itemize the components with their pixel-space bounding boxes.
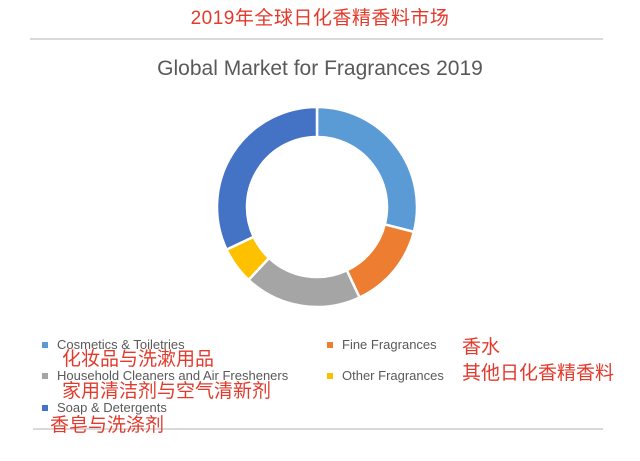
annotation-fine-cn: 香水 [462,337,501,358]
page-title: 2019年全球日化香精香料市场 [190,8,450,29]
annotation-other-cn: 其他日化香精香料 [462,363,615,384]
legend-item-soap: Soap & Detergents [42,400,167,416]
chart-title: Global Market for Fragrances 2019 [157,57,483,80]
legend-item-other: Other Fragrances [327,368,444,384]
donut-segment-household-cleaners-and-air-fresheners [247,256,361,309]
legend-item-fine: Fine Fragrances [327,337,437,353]
legend-marker-soap [42,405,48,411]
legend-label: Fine Fragrances [342,337,437,352]
annotation-cosmetics-cn: 化妆品与洗漱用品 [62,349,215,370]
legend-marker-fine [327,342,333,348]
legend-marker-household [42,373,48,379]
legend-item-household: Household Cleaners and Air Fresheners [42,368,288,384]
donut-segment-soap-detergents [215,105,319,251]
annotation-soap-cn: 香皂与洗涤剂 [50,415,165,436]
legend-label: Soap & Detergents [57,400,167,415]
donut-segment-fine-fragrances [345,223,416,299]
donut-segment-cosmetics-toiletries [315,105,419,234]
top-divider [30,38,603,40]
legend-marker-other [327,373,333,379]
bottom-divider [33,428,603,430]
legend-item-cosmetics: Cosmetics & Toiletries [42,337,185,353]
legend-label: Other Fragrances [342,368,444,383]
legend-marker-cosmetics [42,342,48,348]
legend-label: Household Cleaners and Air Fresheners [57,368,289,383]
annotation-household-cn: 家用清洁剂与空气清新剂 [62,381,272,402]
legend-label: Cosmetics & Toiletries [57,337,185,352]
